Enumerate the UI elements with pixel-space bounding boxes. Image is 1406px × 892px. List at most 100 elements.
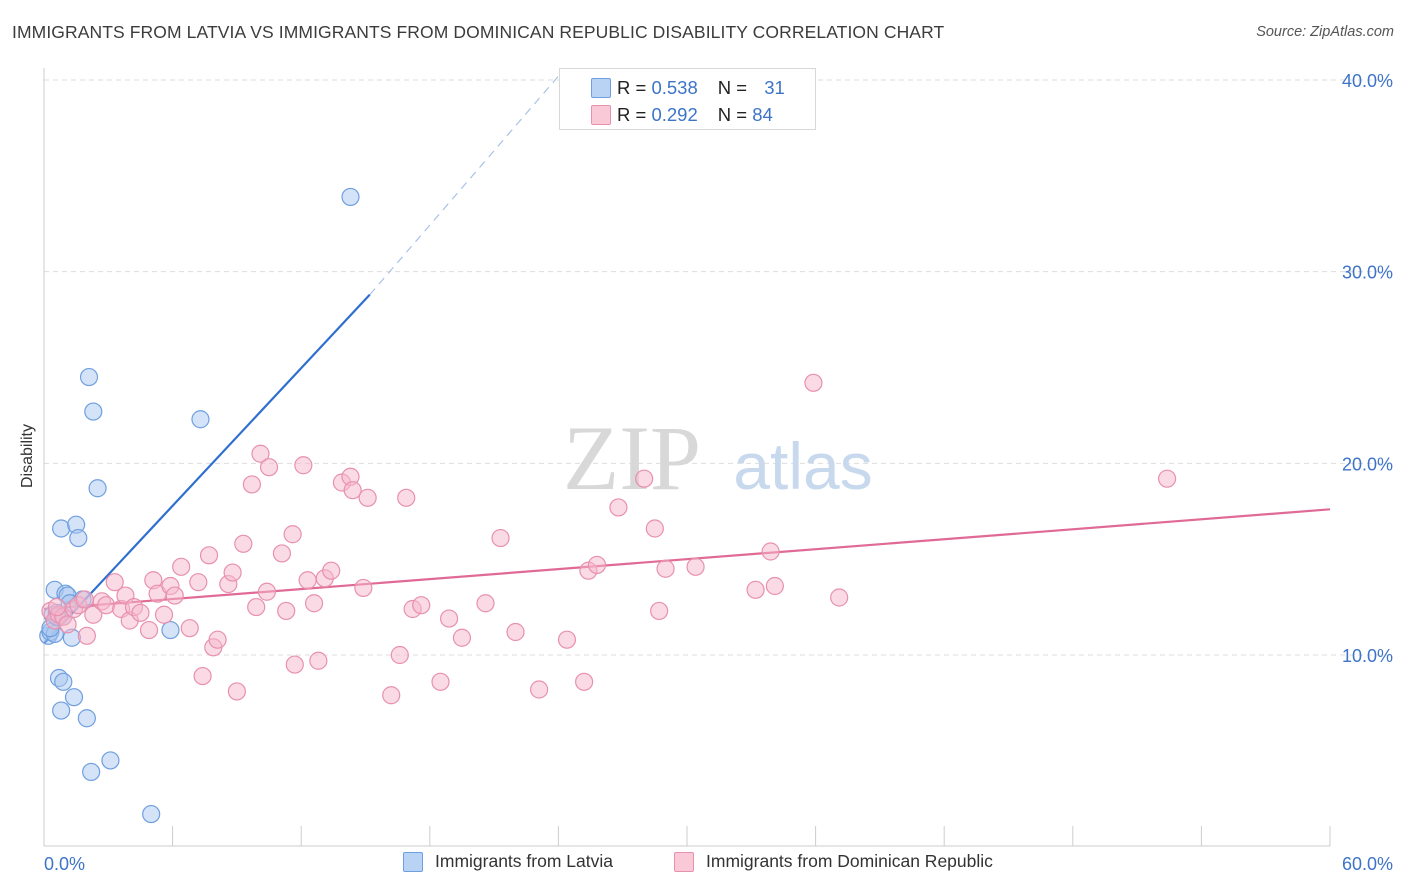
point-latvia <box>84 402 103 421</box>
trendline-extension-latvia <box>369 75 559 296</box>
point-latvia <box>79 367 99 387</box>
point-dominican <box>97 596 116 615</box>
point-dominican <box>491 528 510 548</box>
point-dominican <box>804 373 823 392</box>
point-dominican <box>397 488 416 507</box>
point-dominican <box>575 672 594 691</box>
series-name-dominican: Immigrants from Dominican Republic <box>706 851 993 871</box>
point-dominican <box>557 630 577 649</box>
point-dominican <box>189 573 208 592</box>
point-dominican <box>609 498 628 517</box>
point-dominican <box>180 619 199 638</box>
point-latvia <box>69 528 88 548</box>
series-swatch-pink <box>674 851 694 872</box>
point-dominican <box>746 580 765 599</box>
x-tick-label: 0.0% <box>44 854 85 874</box>
point-dominican <box>309 651 328 670</box>
point-latvia <box>54 672 73 691</box>
point-dominican <box>587 555 607 575</box>
grid-lines <box>44 79 1392 656</box>
point-dominican <box>322 561 341 580</box>
point-latvia <box>191 410 210 429</box>
point-dominican <box>304 594 324 613</box>
point-dominican <box>131 603 150 622</box>
point-dominican <box>358 488 377 507</box>
point-dominican <box>650 601 669 621</box>
y-tick-label: 10.0% <box>1342 646 1393 666</box>
legend-row-latvia: R = 0.538 N = 31 <box>591 77 785 99</box>
point-dominican <box>208 630 227 649</box>
point-latvia <box>82 762 101 782</box>
source-label: Source: ZipAtlas.com <box>1256 24 1394 40</box>
point-dominican <box>154 605 174 624</box>
legend-n-label: N = <box>717 104 753 125</box>
point-latvia <box>64 688 84 707</box>
legend-n-value: 31 <box>764 77 785 98</box>
point-dominican <box>343 481 362 500</box>
point-dominican <box>272 544 292 563</box>
point-dominican <box>830 588 849 607</box>
y-tick-label: 30.0% <box>1342 263 1393 283</box>
point-latvia <box>142 804 161 824</box>
correlation-legend: R = 0.538 N = 31 R = 0.292 N = 84 <box>559 68 816 130</box>
point-dominican <box>251 444 270 463</box>
point-dominican <box>431 672 450 691</box>
series-swatch-blue <box>403 851 423 872</box>
point-dominican <box>354 578 373 598</box>
point-dominican <box>234 534 253 553</box>
trendline-dominican <box>43 508 1331 611</box>
point-latvia <box>341 187 360 207</box>
y-tick-label: 40.0% <box>1342 71 1393 91</box>
point-dominican <box>452 628 472 647</box>
point-dominican <box>656 559 675 578</box>
axes <box>43 68 1331 847</box>
point-dominican <box>75 590 94 609</box>
legend-r-value: 0.292 <box>651 104 698 125</box>
point-latvia <box>161 620 180 640</box>
point-dominican <box>285 655 304 674</box>
point-dominican <box>227 682 246 701</box>
trend-lines <box>43 75 1331 645</box>
point-dominican <box>247 597 266 617</box>
point-dominican <box>77 626 96 645</box>
legend-n-label: N = <box>717 77 753 98</box>
point-dominican <box>58 615 77 634</box>
point-dominican <box>105 573 124 592</box>
point-dominican <box>294 456 313 475</box>
point-dominican <box>47 597 66 617</box>
data-points <box>39 187 1177 824</box>
point-dominican <box>476 594 495 613</box>
legend-n-value: 84 <box>752 104 773 125</box>
watermark-atlas: atlas <box>733 429 872 503</box>
chart-title: IMMIGRANTS FROM LATVIA VS IMMIGRANTS FRO… <box>12 22 945 42</box>
point-dominican <box>506 622 525 642</box>
point-dominican <box>257 582 277 601</box>
point-dominican <box>439 609 459 628</box>
point-dominican <box>172 557 191 576</box>
point-latvia <box>77 709 96 728</box>
series-legend-dominican: Immigrants from Dominican Republic <box>674 851 993 872</box>
watermark-zip: ZIP <box>563 407 701 509</box>
point-latvia <box>101 751 120 770</box>
point-dominican <box>412 596 431 615</box>
point-dominican <box>84 605 103 624</box>
legend-swatch-blue <box>591 78 611 98</box>
point-dominican <box>686 557 705 576</box>
point-dominican <box>390 645 409 665</box>
point-dominican <box>761 542 780 561</box>
point-dominican <box>283 525 302 544</box>
point-latvia <box>88 479 107 498</box>
point-latvia <box>52 519 71 538</box>
legend-row-dominican: R = 0.292 N = 84 <box>591 104 773 126</box>
legend-r-label: R = <box>617 77 652 98</box>
point-dominican <box>242 475 262 494</box>
legend-swatch-pink <box>591 105 611 125</box>
point-dominican <box>382 686 401 705</box>
point-dominican <box>530 680 549 699</box>
point-dominican <box>298 571 317 590</box>
point-dominican <box>139 620 159 640</box>
point-dominican <box>635 469 654 488</box>
point-dominican <box>223 563 242 582</box>
point-dominican <box>765 576 784 596</box>
